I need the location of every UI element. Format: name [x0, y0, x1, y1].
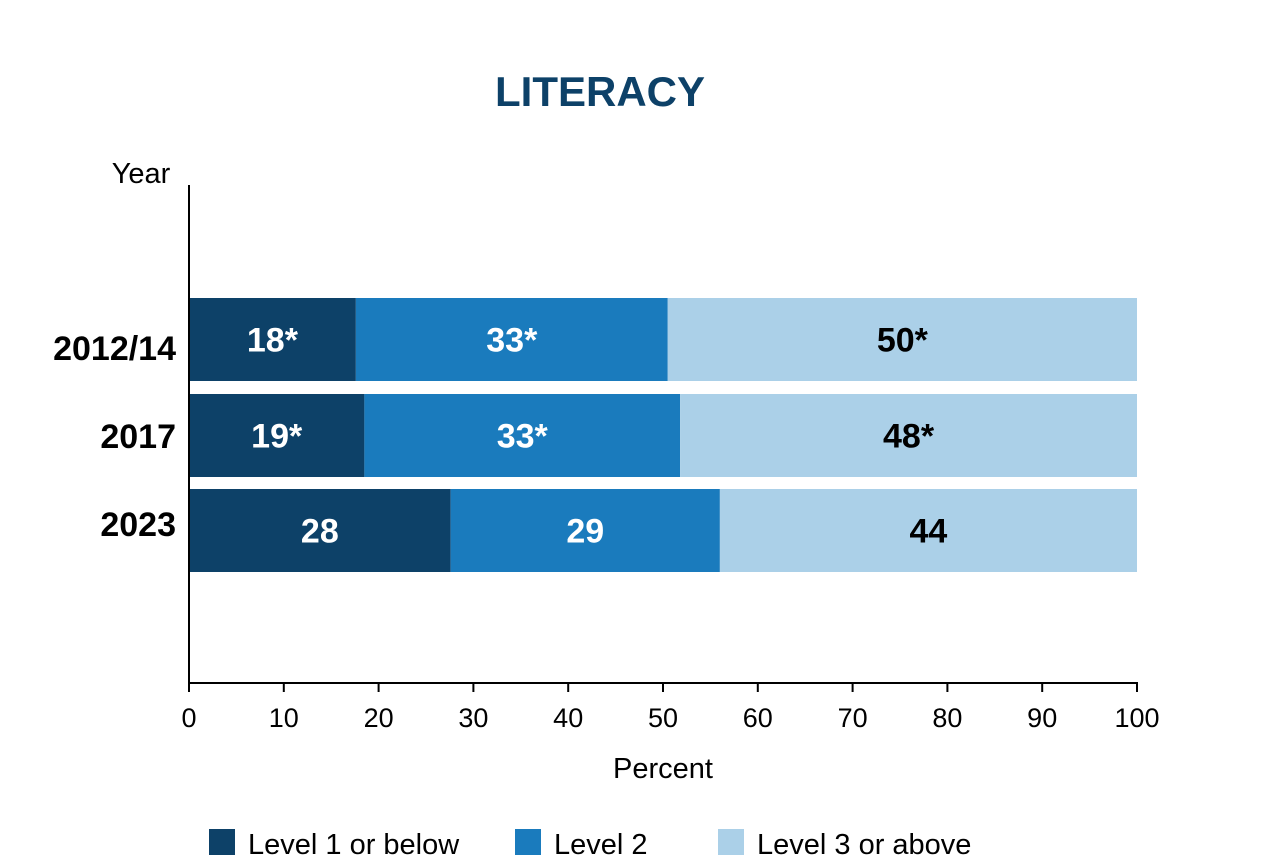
data-label: 33* — [497, 418, 549, 456]
bar-labels-group: 2012/14 18* 33* 50* 2017 19* 33* 48* 2023 28 29 44 — [53, 322, 947, 551]
bar-segment — [719, 489, 1137, 572]
bar-segment — [189, 394, 365, 477]
legend: Level 1 or below Level 2 Level 3 or above — [209, 829, 971, 861]
data-label: 29 — [566, 513, 604, 551]
data-label: 18* — [247, 322, 299, 360]
x-tick-label: 0 — [181, 703, 196, 733]
axes-group: 0 10 20 30 40 50 60 70 80 90 100 — [181, 185, 1160, 733]
bar-segment — [450, 489, 720, 572]
x-tick-label: 100 — [1114, 703, 1159, 733]
data-label: 44 — [910, 513, 948, 551]
y-axis-label: Year — [112, 158, 171, 190]
x-tick-label: 10 — [269, 703, 299, 733]
x-tick-label: 40 — [553, 703, 583, 733]
x-tick-label: 20 — [364, 703, 394, 733]
x-tick-label: 90 — [1027, 703, 1057, 733]
legend-swatch — [718, 829, 744, 855]
data-label: 48* — [883, 418, 935, 456]
bar-segment — [364, 394, 681, 477]
data-label: 33* — [486, 322, 538, 360]
bar-segment — [189, 489, 451, 572]
category-label: 2017 — [100, 418, 176, 456]
x-tick-label: 70 — [838, 703, 868, 733]
legend-label: Level 1 or below — [248, 829, 460, 861]
category-label: 2023 — [100, 506, 176, 544]
x-tick-label: 50 — [648, 703, 678, 733]
legend-swatch — [209, 829, 235, 855]
x-tick-label: 80 — [932, 703, 962, 733]
legend-label: Level 3 or above — [757, 829, 971, 861]
bar-segment — [680, 394, 1137, 477]
bar-segment — [355, 298, 668, 381]
x-axis-label: Percent — [613, 753, 713, 785]
data-label: 28 — [301, 513, 339, 551]
chart-title: LITERACY — [495, 68, 705, 115]
data-label: 19* — [251, 418, 303, 456]
data-label: 50* — [877, 322, 929, 360]
bar-segment — [667, 298, 1137, 381]
legend-swatch — [515, 829, 541, 855]
category-label: 2012/14 — [53, 330, 176, 368]
bar-segment — [189, 298, 356, 381]
x-tick-label: 60 — [743, 703, 773, 733]
legend-label: Level 2 — [554, 829, 648, 861]
x-tick-label: 30 — [458, 703, 488, 733]
bars-group — [189, 298, 1137, 572]
